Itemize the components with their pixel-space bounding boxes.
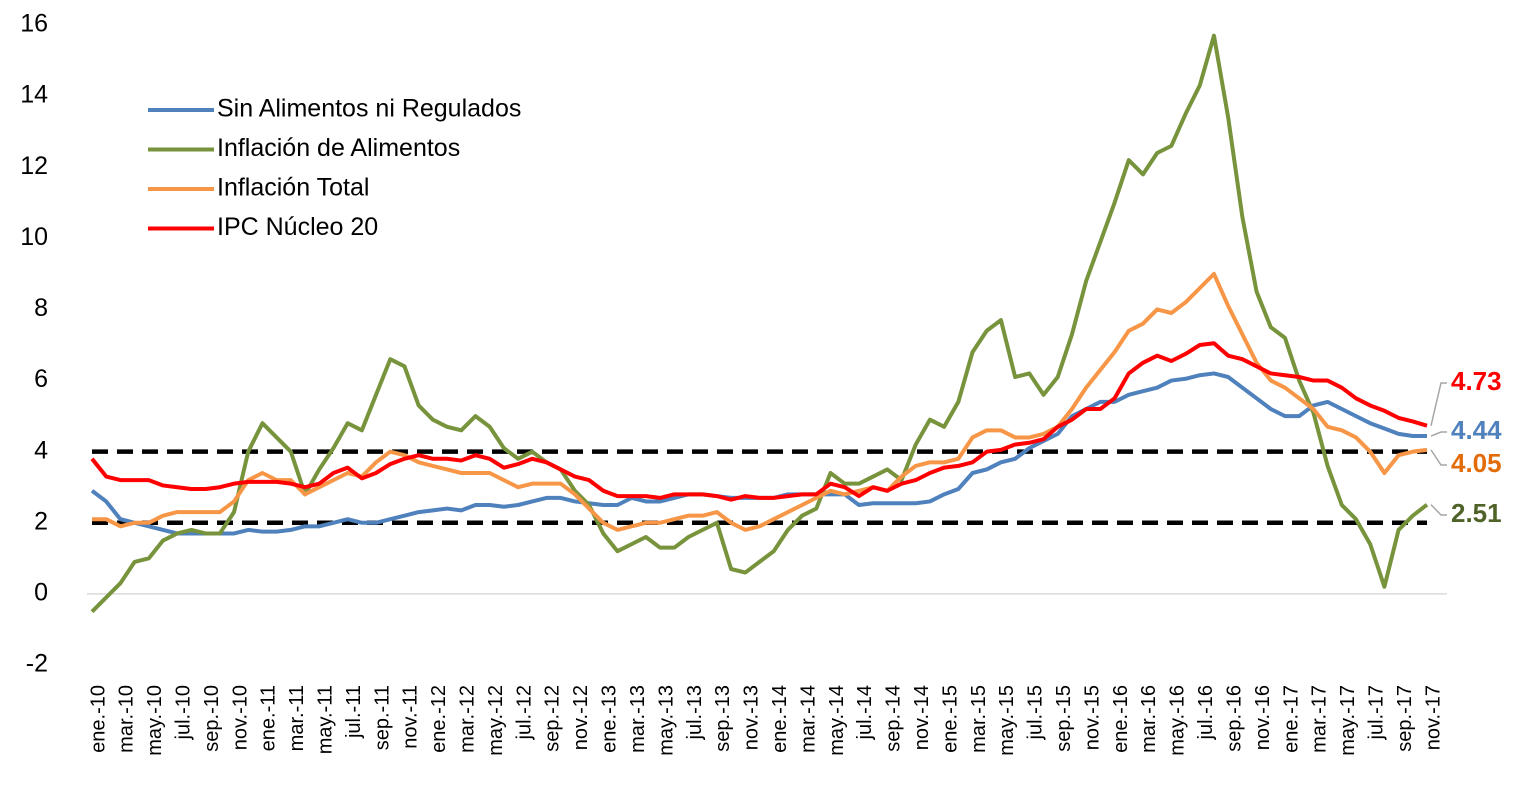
- x-tick-label: ene.-16: [1110, 685, 1132, 753]
- value-label: 2.51: [1451, 498, 1502, 528]
- x-tick-label: may.-13: [655, 685, 677, 756]
- x-tick-label: jul.-10: [172, 685, 194, 740]
- x-tick-label: mar.-16: [1138, 685, 1160, 753]
- x-tick-label: jul.-15: [1025, 685, 1047, 740]
- x-tick-label: may.-11: [315, 685, 337, 754]
- y-tick-label: 6: [34, 365, 48, 393]
- y-tick-label: 0: [34, 578, 48, 606]
- x-tick-label: sep.-12: [542, 685, 564, 752]
- value-label: 4.44: [1451, 415, 1502, 445]
- legend-label: IPC Núcleo 20: [217, 213, 378, 241]
- x-tick-label: mar.-12: [457, 685, 479, 753]
- leader-line: [1430, 449, 1447, 466]
- x-tick-label: nov.-17: [1422, 685, 1444, 750]
- legend-label: Inflación de Alimentos: [217, 134, 460, 162]
- x-tick-label: jul.-12: [513, 685, 535, 740]
- x-tick-label: nov.-16: [1252, 685, 1274, 750]
- x-tick-label: ene.-17: [1280, 685, 1302, 753]
- x-tick-label: sep.-14: [883, 685, 905, 752]
- x-tick-label: ene.-11: [258, 685, 280, 751]
- x-tick-label: may.-16: [1167, 685, 1189, 756]
- series-line: [90, 341, 1428, 502]
- y-tick-label: 4: [34, 436, 48, 464]
- series-line: [90, 33, 1429, 614]
- x-tick-label: sep.-13: [712, 685, 734, 752]
- y-tick-label: -2: [26, 650, 48, 678]
- x-tick-label: may.-14: [826, 685, 848, 756]
- x-tick-label: nov.-11: [400, 685, 422, 749]
- series-line: [92, 271, 1428, 532]
- x-tick-label: may.-10: [144, 685, 166, 756]
- x-tick-label: mar.-14: [797, 685, 819, 753]
- x-tick-label: jul.-11: [343, 685, 365, 739]
- x-tick-label: ene.-10: [87, 685, 109, 753]
- leader-line: [1430, 382, 1447, 426]
- x-tick-label: jul.-14: [854, 685, 876, 740]
- x-tick-label: jul.-13: [684, 685, 706, 740]
- x-tick-label: sep.-15: [1053, 685, 1075, 752]
- value-label: 4.05: [1451, 448, 1502, 478]
- y-tick-label: 2: [34, 507, 48, 535]
- x-tick-label: sep.-17: [1394, 685, 1416, 752]
- x-tick-label: mar.-10: [116, 685, 138, 753]
- x-tick-label: nov.-13: [741, 685, 763, 750]
- x-tick-label: ene.-15: [939, 685, 961, 753]
- x-tick-label: ene.-13: [599, 685, 621, 753]
- y-tick-label: 10: [20, 223, 48, 251]
- x-tick-label: sep.-11: [371, 685, 393, 750]
- x-tick-label: jul.-16: [1195, 685, 1217, 740]
- x-tick-label: nov.-15: [1081, 685, 1103, 750]
- x-tick-label: nov.-14: [911, 685, 933, 750]
- x-tick-label: nov.-12: [570, 685, 592, 750]
- leader-line: [1430, 431, 1447, 437]
- value-label: 4.73: [1451, 366, 1502, 396]
- x-tick-label: mar.-13: [627, 685, 649, 753]
- y-tick-label: 14: [20, 81, 48, 109]
- y-tick-label: 8: [34, 294, 48, 322]
- x-tick-label: sep.-16: [1223, 685, 1245, 752]
- leader-line: [1430, 504, 1447, 516]
- x-tick-label: may.-15: [996, 685, 1018, 756]
- x-tick-label: mar.-17: [1309, 685, 1331, 753]
- legend-label: Sin Alimentos ni Regulados: [217, 95, 521, 123]
- x-tick-label: sep.-10: [201, 685, 223, 752]
- x-tick-label: mar.-15: [968, 685, 990, 753]
- legend-label: Inflación Total: [217, 174, 369, 202]
- x-tick-label: may.-17: [1337, 685, 1359, 756]
- x-tick-label: ene.-14: [769, 685, 791, 753]
- x-tick-label: jul.-17: [1365, 685, 1387, 740]
- y-tick-label: 12: [20, 152, 48, 180]
- x-tick-label: mar.-11: [286, 685, 308, 751]
- x-tick-label: nov.-10: [229, 685, 251, 750]
- x-tick-label: may.-12: [485, 685, 507, 756]
- y-tick-label: 16: [20, 10, 48, 38]
- x-tick-label: ene.-12: [428, 685, 450, 753]
